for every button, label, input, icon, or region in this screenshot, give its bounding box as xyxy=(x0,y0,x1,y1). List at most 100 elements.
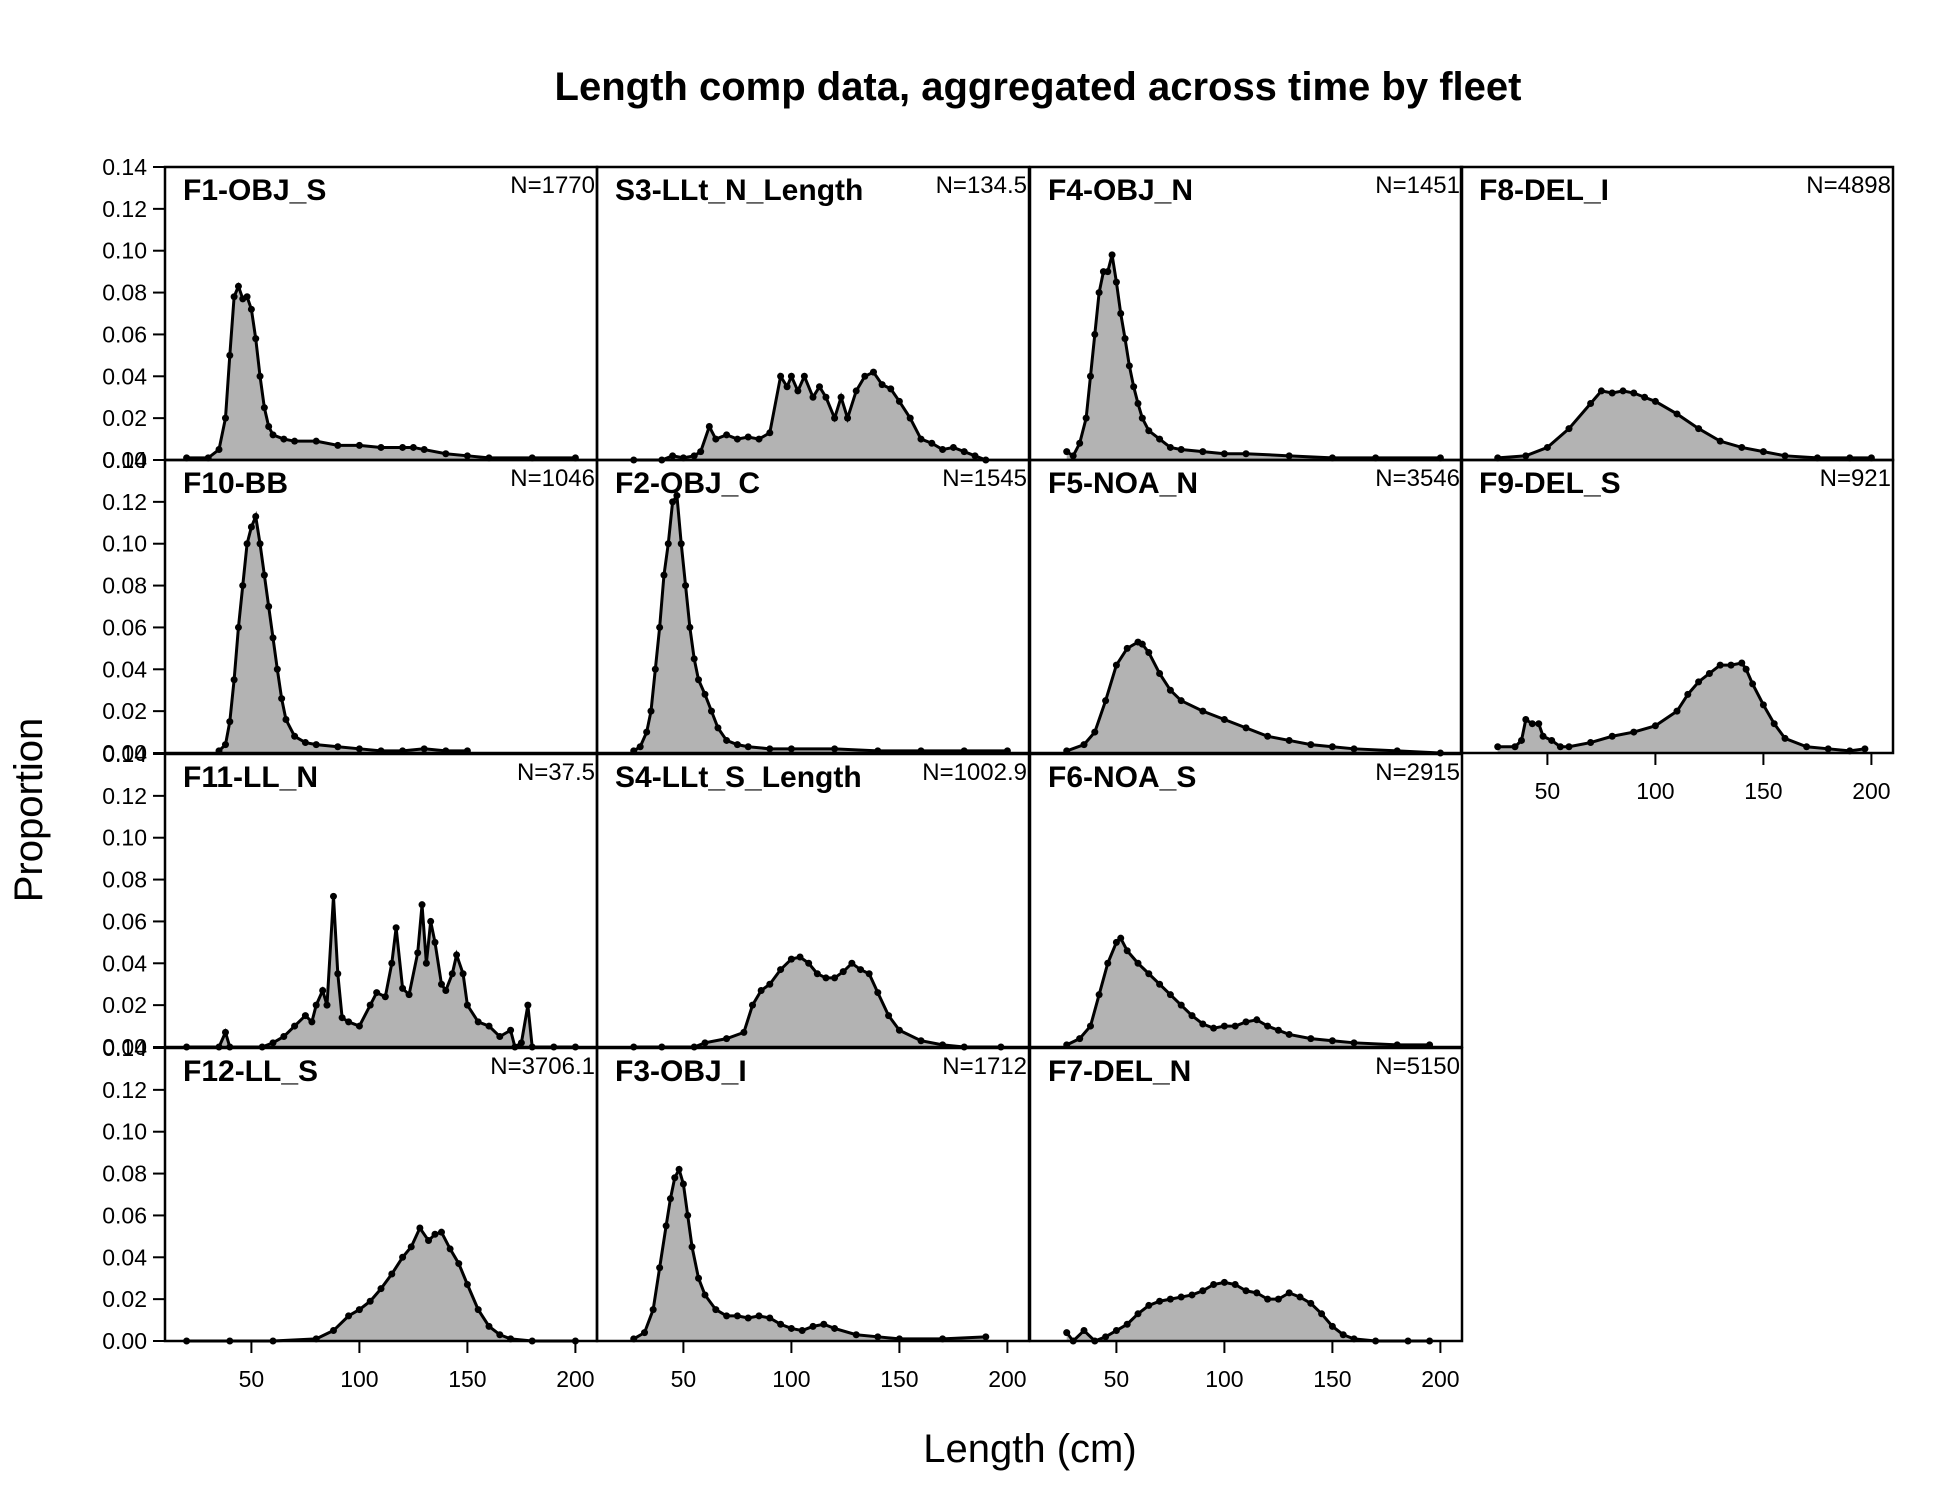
data-point xyxy=(744,1314,752,1322)
sample-size-label: N=2915 xyxy=(1375,759,1460,786)
data-point xyxy=(221,741,229,749)
data-point xyxy=(1641,393,1649,401)
data-point xyxy=(273,665,281,673)
data-point xyxy=(1824,745,1832,753)
data-point xyxy=(1528,720,1536,728)
data-point xyxy=(695,1274,703,1282)
panel-label: S4-LLt_S_Length xyxy=(615,761,862,794)
data-point xyxy=(1861,745,1869,753)
data-point xyxy=(723,431,731,439)
data-point xyxy=(409,443,417,451)
data-point xyxy=(1145,970,1153,978)
data-point xyxy=(524,1001,532,1009)
data-point xyxy=(1695,425,1703,433)
panel-label: F6-NOA_S xyxy=(1048,761,1196,794)
series-area xyxy=(633,1169,986,1341)
data-point xyxy=(1695,678,1703,686)
sample-size-label: N=3706.1 xyxy=(490,1053,595,1080)
data-point xyxy=(744,433,752,441)
data-point xyxy=(239,582,247,590)
data-point xyxy=(1076,1035,1084,1043)
y-axis: 0.00 0.02 0.04 0.06 0.08 0.10 0.12 0.14 xyxy=(102,154,165,473)
panels-layer: F1-OBJ_S N=1770 S3-LLt_N_Length N=134.5 F4-O… xyxy=(163,165,1895,1345)
data-point xyxy=(783,383,791,391)
data-point xyxy=(399,1253,407,1261)
data-point xyxy=(334,970,342,978)
data-point xyxy=(669,498,677,506)
data-point xyxy=(312,437,320,445)
panel-F5-NOA_N: F5-NOA_N N=3546 xyxy=(1028,458,1464,757)
data-point xyxy=(282,716,290,724)
y-tick-label: 0.12 xyxy=(102,196,147,222)
data-point xyxy=(1121,335,1129,343)
data-point xyxy=(474,1018,482,1026)
data-point xyxy=(221,1028,229,1036)
data-point xyxy=(852,387,860,395)
data-point xyxy=(243,540,251,548)
data-point xyxy=(1108,251,1116,259)
series-area xyxy=(1497,663,1865,753)
data-point xyxy=(377,1285,385,1293)
data-point xyxy=(688,1243,696,1251)
data-point xyxy=(1242,450,1250,458)
data-point xyxy=(312,741,320,749)
data-point xyxy=(338,1014,346,1022)
data-point xyxy=(377,443,385,451)
y-tick-label: 0.14 xyxy=(102,741,147,767)
data-point xyxy=(1145,649,1153,657)
x-axis: 50 100 150 200 xyxy=(239,1341,595,1392)
data-point xyxy=(507,1026,515,1034)
data-point xyxy=(723,1035,731,1043)
data-point xyxy=(234,623,242,631)
data-point xyxy=(651,665,659,673)
data-point xyxy=(1086,372,1094,380)
panel-F12-LL_S: F12-LL_S N=3706.1 xyxy=(163,1046,599,1345)
data-point xyxy=(446,1245,454,1253)
data-point xyxy=(427,917,435,925)
x-tick-label: 200 xyxy=(1852,778,1890,804)
panel-F1-OBJ_S: F1-OBJ_S N=1770 xyxy=(163,165,599,462)
data-point xyxy=(673,492,681,500)
x-tick-label: 50 xyxy=(671,1366,697,1392)
series-area xyxy=(633,372,986,460)
data-point xyxy=(666,1195,674,1203)
panel-label: F9-DEL_S xyxy=(1479,467,1621,500)
y-tick-label: 0.12 xyxy=(102,489,147,515)
data-point xyxy=(796,953,804,961)
data-point xyxy=(809,1322,817,1330)
data-point xyxy=(1156,980,1164,988)
series-line xyxy=(1066,640,1441,755)
data-point xyxy=(1177,1293,1185,1301)
x-tick-label: 150 xyxy=(1744,778,1782,804)
x-tick-label: 200 xyxy=(1421,1366,1459,1392)
y-tick-label: 0.10 xyxy=(102,238,147,264)
data-point xyxy=(1543,443,1551,451)
data-point xyxy=(1199,1287,1207,1295)
data-point xyxy=(485,1322,493,1330)
data-point xyxy=(323,1001,331,1009)
y-tick-label: 0.06 xyxy=(102,321,147,347)
panel-label: F11-LL_N xyxy=(183,761,318,794)
data-point xyxy=(1199,448,1207,456)
data-point xyxy=(831,974,839,982)
data-point xyxy=(852,1331,860,1339)
data-point xyxy=(1253,1289,1261,1297)
data-point xyxy=(1307,1299,1315,1307)
series-line xyxy=(186,896,576,1050)
y-tick-label: 0.12 xyxy=(102,1077,147,1103)
data-point xyxy=(1112,278,1120,286)
data-point xyxy=(1705,669,1713,677)
y-tick-label: 0.06 xyxy=(102,1202,147,1228)
data-point xyxy=(1738,443,1746,451)
data-point xyxy=(308,1018,316,1026)
data-point xyxy=(463,1280,471,1288)
data-point xyxy=(345,1018,353,1026)
data-point xyxy=(388,959,396,967)
panel-frame xyxy=(1459,458,1895,755)
data-point xyxy=(1086,1022,1094,1030)
data-point xyxy=(677,540,685,548)
data-point xyxy=(399,443,407,451)
x-tick-label: 100 xyxy=(1205,1366,1243,1392)
data-point xyxy=(1350,745,1358,753)
data-point xyxy=(1177,446,1185,454)
